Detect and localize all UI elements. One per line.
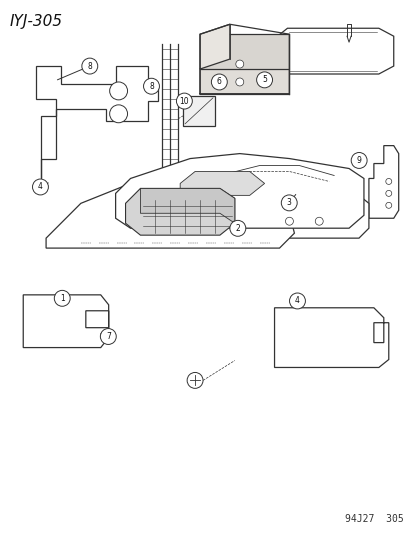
Circle shape (33, 179, 48, 195)
Polygon shape (368, 146, 398, 218)
Polygon shape (180, 172, 264, 196)
Polygon shape (274, 308, 388, 367)
Circle shape (187, 373, 202, 389)
Text: 3: 3 (286, 198, 291, 207)
Polygon shape (199, 59, 289, 94)
Circle shape (350, 152, 366, 168)
Polygon shape (277, 28, 393, 74)
Circle shape (385, 179, 391, 184)
Circle shape (100, 328, 116, 344)
Circle shape (385, 203, 391, 208)
Text: 1: 1 (60, 294, 64, 303)
Circle shape (109, 105, 127, 123)
Polygon shape (115, 154, 363, 228)
Text: 6: 6 (216, 77, 221, 86)
Text: 10: 10 (179, 96, 189, 106)
Circle shape (315, 217, 323, 225)
Circle shape (285, 217, 293, 225)
Circle shape (211, 74, 227, 90)
Text: 5: 5 (261, 75, 266, 84)
Polygon shape (185, 193, 368, 238)
Circle shape (235, 60, 243, 68)
Polygon shape (36, 66, 158, 179)
Text: 8: 8 (149, 82, 154, 91)
Text: 94J27  305: 94J27 305 (344, 514, 403, 523)
Polygon shape (23, 295, 108, 348)
Text: 9: 9 (356, 156, 361, 165)
Polygon shape (183, 96, 214, 126)
Text: 4: 4 (38, 182, 43, 191)
Text: 2: 2 (235, 224, 240, 233)
Circle shape (229, 220, 245, 236)
Circle shape (109, 82, 127, 100)
Circle shape (385, 190, 391, 196)
Circle shape (54, 290, 70, 306)
Circle shape (143, 78, 159, 94)
Text: IYJ-305: IYJ-305 (9, 14, 62, 29)
Polygon shape (46, 179, 294, 248)
Text: 7: 7 (106, 332, 110, 341)
Circle shape (280, 195, 297, 211)
Circle shape (82, 58, 97, 74)
Circle shape (235, 78, 243, 86)
Circle shape (176, 93, 192, 109)
Text: 4: 4 (294, 296, 299, 305)
Polygon shape (140, 188, 234, 223)
Circle shape (289, 293, 305, 309)
Polygon shape (125, 188, 234, 235)
Polygon shape (199, 34, 289, 69)
Polygon shape (199, 25, 229, 69)
Circle shape (256, 72, 272, 88)
Text: 8: 8 (87, 62, 92, 70)
